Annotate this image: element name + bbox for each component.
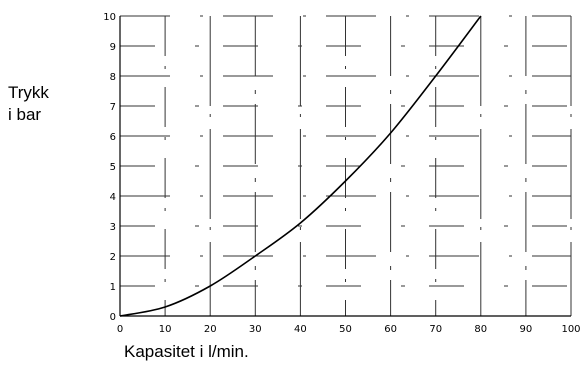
x-tick-label: 90 xyxy=(520,324,533,335)
y-tick-label: 6 xyxy=(110,132,116,143)
y-tick-label: 1 xyxy=(110,282,116,293)
y-tick-label: 9 xyxy=(110,42,116,53)
y-tick-label: 3 xyxy=(110,222,116,233)
y-axis-label: Trykk i bar xyxy=(8,82,49,126)
series-curve xyxy=(119,15,482,317)
x-tick-label: 20 xyxy=(204,324,217,335)
x-tick-label: 40 xyxy=(294,324,307,335)
y-tick-label: 8 xyxy=(110,72,116,83)
tick-labels: 0 10 20 30 40 50 60 70 80 90 100 0 1 2 3 4 5 6 7 8 9 10 xyxy=(103,12,580,335)
x-tick-label: 30 xyxy=(249,324,262,335)
x-tick-label: 50 xyxy=(339,324,352,335)
y-tick-label: 2 xyxy=(110,252,116,263)
x-axis-label: Kapasitet i l/min. xyxy=(124,342,249,361)
pressure-capacity-chart: 0 10 20 30 40 50 60 70 80 90 100 0 1 2 3 4 5 6 7 8 9 10 xyxy=(103,12,580,335)
axes xyxy=(119,16,571,317)
x-tick-label: 10 xyxy=(159,324,172,335)
x-tick-label: 100 xyxy=(561,324,580,335)
y-tick-label: 5 xyxy=(110,162,116,173)
y-tick-label: 4 xyxy=(110,192,116,203)
y-tick-label: 10 xyxy=(103,12,116,23)
x-tick-label: 70 xyxy=(429,324,442,335)
grid-lines xyxy=(120,15,572,316)
y-axis-label-line2: i bar xyxy=(8,105,42,124)
x-tick-label: 60 xyxy=(384,324,397,335)
x-tick-label: 80 xyxy=(474,324,487,335)
y-tick-label: 0 xyxy=(110,312,116,323)
x-tick-label: 0 xyxy=(117,324,123,335)
y-tick-label: 7 xyxy=(110,102,116,113)
y-axis-label-line1: Trykk xyxy=(8,83,49,102)
